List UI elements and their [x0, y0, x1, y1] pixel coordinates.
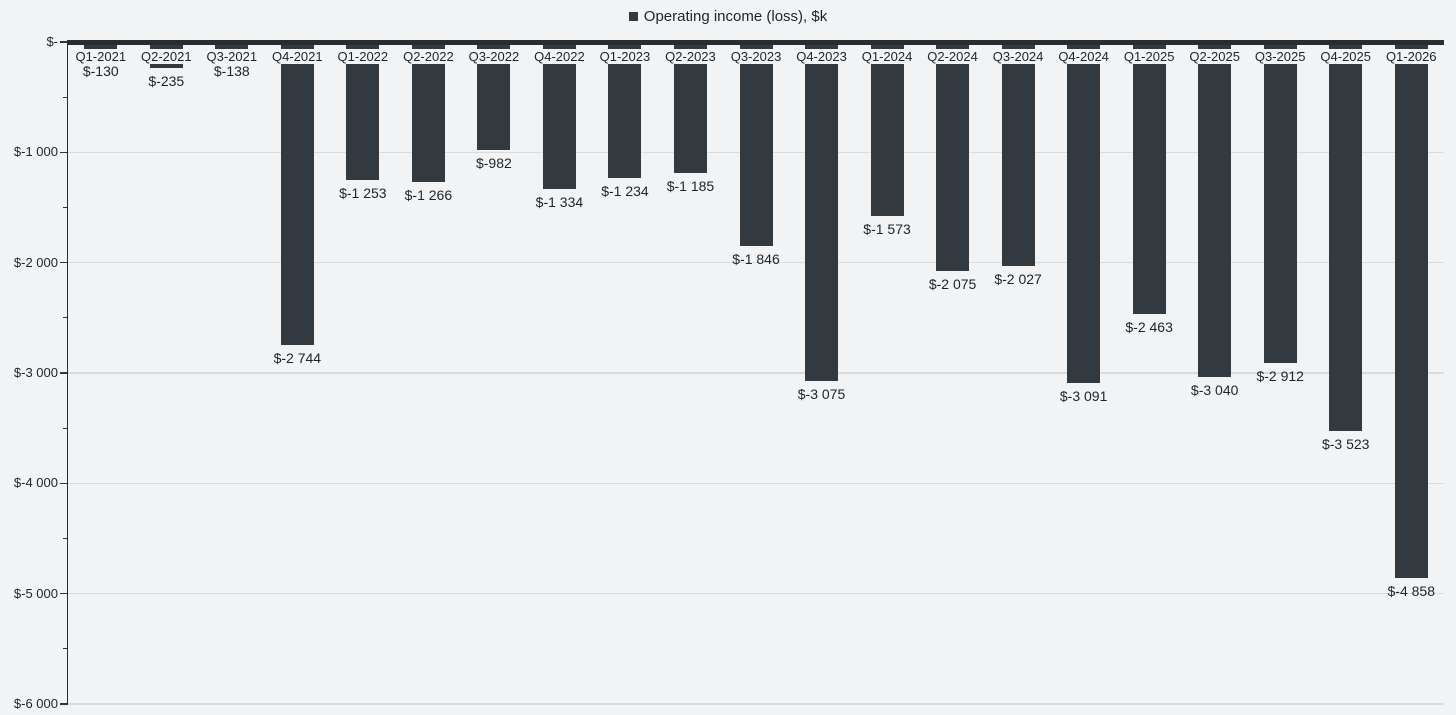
y-tick-label: $-6 000	[13, 696, 58, 711]
category-label: Q3-2025	[1252, 49, 1308, 64]
category-label: Q4-2022	[532, 49, 587, 64]
value-label: $-2 912	[1256, 368, 1304, 385]
value-label: $-4 858	[1387, 582, 1435, 599]
value-label: $-982	[475, 155, 512, 172]
zero-axis-line	[68, 40, 1444, 45]
category-label: Q2-2021	[138, 49, 194, 64]
bar	[280, 42, 314, 345]
value-label: $-2 027	[994, 270, 1042, 287]
bar	[936, 42, 970, 271]
bar	[1132, 42, 1166, 314]
value-label: $-235	[148, 72, 185, 89]
category-label: Q2-2024	[925, 49, 980, 64]
bar	[346, 42, 380, 181]
legend: Operating income (loss), $k	[0, 8, 1456, 25]
category-label: Q1-2024	[859, 49, 915, 64]
bar	[1067, 42, 1101, 384]
category-label: Q3-2022	[466, 49, 522, 64]
category-label: Q3-2021	[204, 49, 260, 64]
gridline	[68, 592, 1444, 595]
value-label: $-2 744	[273, 349, 322, 366]
legend-label: Operating income (loss), $k	[643, 8, 828, 25]
gridline	[68, 482, 1444, 485]
category-label: Q1-2021	[73, 49, 129, 64]
value-label: $-138	[213, 63, 250, 79]
y-tick-label: $-3 000	[13, 365, 58, 380]
bar	[1329, 42, 1363, 431]
bar	[1198, 42, 1232, 378]
plot-area: Q1-2021 $-130 Q2-2021 $-235 Q3-2021 $-138 Q4-2…	[66, 40, 1444, 705]
y-axis-minor-tick	[63, 96, 68, 98]
y-axis-major-tick	[60, 151, 68, 153]
value-label: $-1 266	[404, 186, 453, 203]
gridline	[68, 372, 1444, 374]
value-label: $-1 334	[535, 194, 584, 211]
y-axis-major-tick	[60, 372, 68, 374]
y-tick-label: $-	[46, 34, 58, 49]
y-axis-minor-tick	[63, 206, 68, 209]
y-tick-label: $-5 000	[13, 585, 58, 601]
value-label: $-1 846	[732, 250, 780, 267]
y-axis-major-tick	[60, 482, 68, 484]
y-axis-minor-tick	[63, 317, 68, 319]
category-label: Q4-2021	[270, 49, 325, 64]
category-label: Q4-2023	[794, 49, 849, 64]
bar	[1394, 42, 1428, 578]
value-label: $-3 091	[1059, 388, 1108, 405]
y-axis-major-tick	[60, 41, 68, 43]
category-label: Q1-2023	[597, 49, 653, 64]
y-axis-line	[66, 40, 68, 704]
category-label: Q1-2022	[335, 49, 391, 64]
bar	[542, 42, 576, 190]
y-axis-minor-tick	[63, 537, 68, 540]
value-label: $-3 523	[1321, 435, 1370, 452]
bar	[805, 42, 839, 382]
category-label: Q2-2023	[663, 49, 718, 64]
value-label: $-130	[82, 63, 119, 79]
category-label: Q4-2024	[1056, 49, 1111, 64]
gridline	[68, 261, 1444, 264]
value-label: $-3 075	[797, 386, 846, 403]
y-axis: $- $-1 000 $-2 000 $-3 000 $-4 000 $-5 000 $-6…	[0, 34, 68, 711]
category-label: Q3-2024	[990, 49, 1046, 64]
y-tick-label: $-2 000	[13, 254, 58, 270]
category-label: Q4-2025	[1318, 49, 1373, 64]
y-axis-major-tick	[60, 703, 68, 705]
bar	[608, 42, 642, 179]
legend-marker-icon	[628, 12, 638, 21]
value-label: $-1 573	[863, 220, 911, 237]
bar	[870, 42, 904, 216]
category-label: Q3-2023	[728, 49, 784, 64]
gridline	[68, 703, 1444, 705]
y-tick-label: $-1 000	[13, 144, 58, 160]
category-label: Q1-2026	[1383, 49, 1439, 64]
category-label: Q2-2022	[401, 49, 456, 64]
y-axis-minor-tick	[63, 427, 68, 429]
bar	[739, 42, 773, 246]
value-label: $-2 075	[928, 275, 977, 292]
category-label: Q2-2025	[1187, 49, 1242, 64]
bar	[1263, 42, 1297, 364]
category-label: Q1-2025	[1121, 49, 1177, 64]
value-label: $-1 234	[601, 183, 649, 200]
value-label: $-1 253	[339, 185, 387, 202]
bar	[411, 42, 445, 182]
y-tick-label: $-4 000	[13, 475, 58, 491]
y-axis-major-tick	[60, 262, 68, 264]
value-label: $-2 463	[1125, 318, 1173, 335]
value-label: $-1 185	[666, 177, 715, 194]
bar	[1001, 42, 1035, 266]
y-axis-minor-tick	[63, 648, 68, 650]
y-axis-major-tick	[60, 593, 68, 595]
value-label: $-3 040	[1190, 382, 1239, 399]
